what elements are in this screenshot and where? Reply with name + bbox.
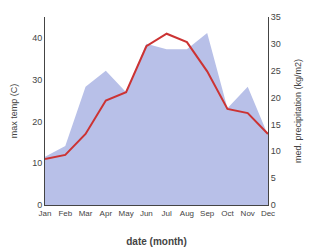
svg-text:Dec: Dec xyxy=(261,209,275,218)
svg-text:0: 0 xyxy=(37,200,42,210)
svg-text:15: 15 xyxy=(271,120,281,130)
svg-text:10: 10 xyxy=(271,146,281,156)
svg-text:med. precipitation (kg/m2): med. precipitation (kg/m2) xyxy=(293,59,303,163)
svg-text:Aug: Aug xyxy=(180,209,194,218)
svg-text:30: 30 xyxy=(32,75,42,85)
svg-text:40: 40 xyxy=(32,33,42,43)
svg-text:Jun: Jun xyxy=(140,209,153,218)
svg-text:max temp (C): max temp (C) xyxy=(9,84,19,139)
svg-text:10: 10 xyxy=(32,158,42,168)
svg-text:Feb: Feb xyxy=(58,209,72,218)
svg-text:20: 20 xyxy=(271,93,281,103)
svg-text:Sep: Sep xyxy=(200,209,215,218)
svg-text:Jul: Jul xyxy=(162,209,172,218)
svg-text:Mar: Mar xyxy=(79,209,93,218)
svg-text:Apr: Apr xyxy=(100,209,113,218)
svg-text:date (month): date (month) xyxy=(126,236,187,247)
svg-text:20: 20 xyxy=(32,117,42,127)
svg-text:30: 30 xyxy=(271,39,281,49)
svg-text:25: 25 xyxy=(271,66,281,76)
svg-text:May: May xyxy=(119,209,134,218)
svg-text:5: 5 xyxy=(271,173,276,183)
svg-text:Jan: Jan xyxy=(39,209,52,218)
svg-text:Nov: Nov xyxy=(241,209,255,218)
svg-text:0: 0 xyxy=(271,200,276,210)
svg-text:35: 35 xyxy=(271,12,281,22)
svg-text:Oct: Oct xyxy=(221,209,234,218)
